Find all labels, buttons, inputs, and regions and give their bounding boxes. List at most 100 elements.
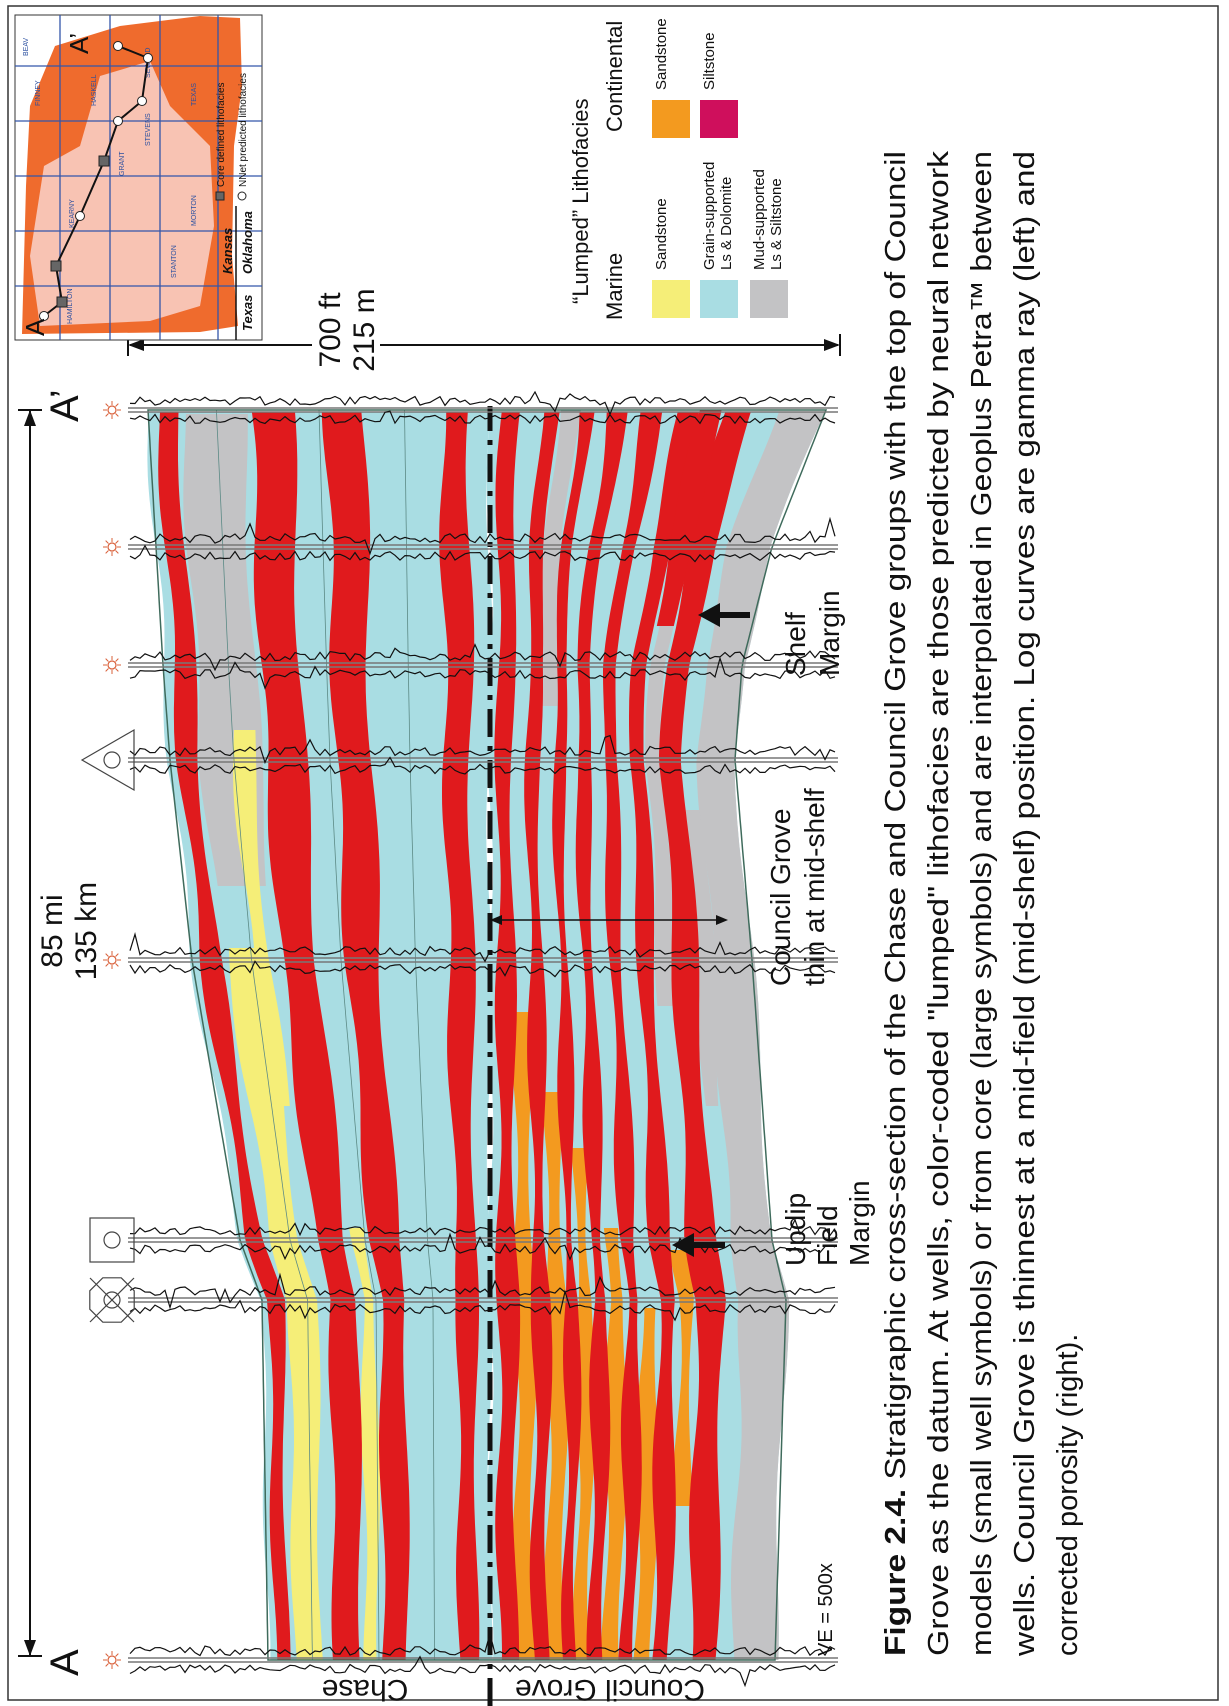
map-legend-core (216, 192, 224, 200)
county-label: MORTON (191, 195, 198, 226)
legend-label: Mud-supported (751, 169, 768, 270)
legend-title: “Lumped” Lithofacies (568, 99, 593, 304)
core-well-symbol (90, 1218, 134, 1262)
legend-label: Ls & Siltstone (768, 178, 785, 270)
legend-label: Ls & Dolomite (718, 177, 735, 270)
county-label: STANTON (171, 245, 178, 278)
legend-label: Grain-supported (701, 162, 718, 270)
caption-label: Figure 2.4. (880, 1489, 912, 1656)
legend-label: Sandstone (653, 198, 670, 270)
map-legend-label: Core defined lithofacies (216, 82, 227, 187)
well-symbol-ray (116, 404, 119, 407)
well-symbol (108, 956, 116, 964)
legend-swatch (652, 100, 690, 138)
legend-group: Marine (602, 253, 627, 320)
well-symbol-ray (116, 551, 119, 554)
thickness-feet: 700 ft (314, 292, 347, 368)
nnet-well (138, 97, 147, 106)
caption-line: Figure 2.4. Stratigraphic cross-section o… (880, 151, 912, 1656)
scale-miles: 85 mi (36, 894, 69, 967)
well-symbol (108, 543, 116, 551)
cross-section (147, 406, 826, 1706)
well-symbol-ray (106, 414, 109, 417)
county-label: STEVENS (145, 113, 152, 146)
figure-canvas: 85 mi 135 km A A’ 700 ft 215 m Chase Cou… (0, 0, 1229, 1706)
nnet-well (114, 42, 123, 51)
annotation: Margin (844, 1180, 875, 1266)
well-symbol-ray (106, 659, 109, 662)
section-start: A (43, 1649, 87, 1676)
well-symbol-ray (106, 404, 109, 407)
legend-swatch (700, 100, 738, 138)
well-symbol-ray (106, 964, 109, 967)
location-map: HAMILTON KEARNY FINNEY GRANT HASKELL STANTON S… (15, 15, 262, 340)
well-symbol-ray (106, 669, 109, 672)
well-symbol-ray (106, 954, 109, 957)
log-curve (130, 392, 835, 414)
scale-km: 135 km (70, 882, 103, 980)
symbol-shape (90, 1218, 134, 1262)
state-label: Oklahoma (240, 211, 255, 274)
county-label: BEAV (23, 38, 30, 56)
core-well (51, 261, 61, 271)
page: {"figure": { "scale": {"miles": "85 mi",… (0, 0, 1229, 1706)
caption-line: Grove as the datum. At wells, color-code… (923, 150, 955, 1656)
well-symbol-ray (116, 954, 119, 957)
well-symbol-ray (106, 551, 109, 554)
map-end: A’ (64, 33, 94, 54)
annotation: Shelf (780, 612, 811, 676)
well-symbol-ray (116, 1654, 119, 1657)
caption-line: wells. Council Grove is thinnest at a mi… (1009, 151, 1041, 1657)
map-start: A (20, 318, 50, 336)
legend-label: Siltstone (701, 32, 718, 90)
well-symbol-ray (116, 1664, 119, 1667)
vertical-exaggeration: VE = 500x (815, 1563, 837, 1656)
well-symbol-ray (116, 659, 119, 662)
caption-line: corrected porosity (right). (1052, 1334, 1084, 1656)
core-well (57, 297, 67, 307)
annotation: Field (812, 1205, 843, 1266)
state-label: Kansas (220, 228, 235, 274)
county-label: HAMILTON (67, 288, 74, 324)
well-symbol-ray (116, 414, 119, 417)
legend-label: Sandstone (653, 18, 670, 90)
county-label: FINNEY (35, 80, 42, 106)
core-well (99, 156, 109, 166)
annotation: Council Grove (765, 809, 796, 986)
legend-swatch (750, 280, 788, 318)
county-label: TEXAS (191, 83, 198, 106)
symbol-center (104, 1232, 120, 1248)
symbol-shape (82, 730, 134, 790)
caption-text: Stratigraphic cross-section of the Chase… (880, 151, 912, 1480)
annotation: thin at mid-shelf (799, 788, 830, 986)
well-symbol-ray (106, 1664, 109, 1667)
map-legend-nnet (238, 192, 246, 200)
legend-swatch (652, 280, 690, 318)
county-label: GRANT (119, 151, 126, 176)
county-label: HASKELL (91, 74, 98, 106)
well-symbol-ray (116, 669, 119, 672)
unit-chase: Chase (322, 1673, 409, 1706)
figure: 85 mi 135 km A A’ 700 ft 215 m Chase Cou… (0, 0, 1229, 1706)
well-symbol (108, 661, 116, 669)
county-label: KEARNY (69, 199, 76, 228)
nnet-well (114, 117, 123, 126)
legend-swatch (700, 280, 738, 318)
well-symbol (108, 1656, 116, 1664)
well-symbol-ray (116, 964, 119, 967)
caption-line: models (small well symbols) or from core… (966, 151, 998, 1656)
map-legend-label: NNet predicted lithofacies (238, 73, 249, 187)
well-symbol (108, 406, 116, 414)
thickness-meters: 215 m (348, 288, 381, 371)
annotation: Margin (814, 590, 845, 676)
nnet-well (76, 212, 85, 221)
core-well-symbol (82, 730, 134, 790)
symbol-center (104, 752, 120, 768)
well-symbol-ray (106, 541, 109, 544)
well-symbol-ray (116, 541, 119, 544)
log-curve (130, 1657, 835, 1686)
nnet-well (144, 54, 153, 63)
well-symbol-ray (106, 1654, 109, 1657)
annotation: Updip (780, 1193, 811, 1266)
section-end: A’ (43, 389, 87, 422)
